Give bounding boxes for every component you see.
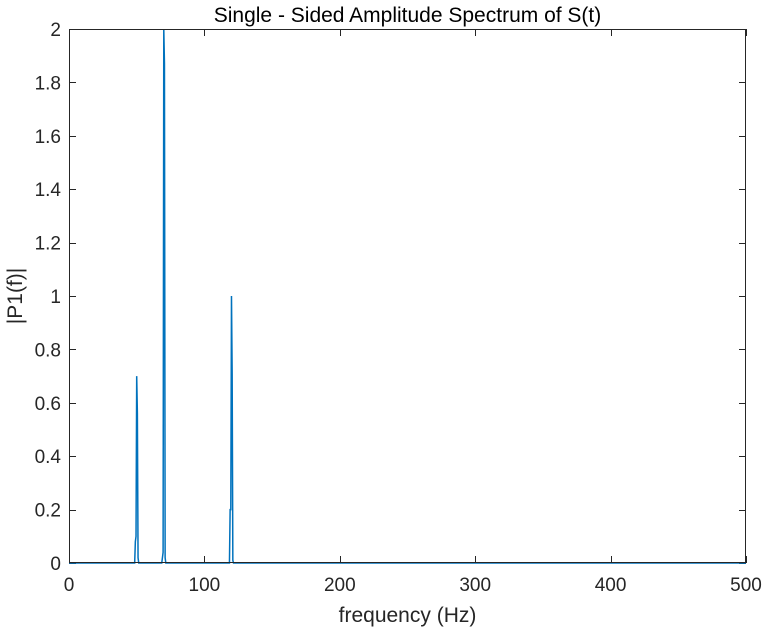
x-tick-label: 300 — [459, 575, 491, 596]
y-tick-label: 1 — [50, 287, 61, 308]
y-tick-label: 1.2 — [35, 234, 61, 255]
x-axis-label: frequency (Hz) — [339, 604, 477, 627]
y-tick-label: 1.8 — [35, 73, 61, 94]
x-tick-label: 200 — [324, 575, 356, 596]
plot-area — [69, 29, 746, 563]
y-tick-label: 0 — [50, 554, 61, 575]
chart-title: Single - Sided Amplitude Spectrum of S(t… — [214, 4, 602, 27]
y-tick-label: 1.6 — [35, 127, 61, 148]
y-tick-label: 1.4 — [35, 180, 62, 201]
x-tick-label: 100 — [189, 575, 221, 596]
x-tick-label: 500 — [730, 575, 762, 596]
axes-box — [69, 29, 746, 563]
ticks-layer — [69, 29, 747, 564]
labels-layer: 0 100 200 300 400 500 0 0.2 0.4 0.6 0.8 1 1.2 1.4 1.6 1… — [35, 20, 762, 596]
y-tick-label: 0.6 — [35, 394, 61, 415]
x-tick-label: 0 — [64, 575, 75, 596]
y-tick-label: 0.2 — [35, 501, 61, 522]
x-tick-label: 400 — [595, 575, 627, 596]
y-tick-label: 0.8 — [35, 340, 61, 361]
y-tick-label: 2 — [50, 20, 61, 41]
y-axis-label: |P1(f)| — [4, 268, 27, 324]
y-tick-label: 0.4 — [35, 447, 62, 468]
